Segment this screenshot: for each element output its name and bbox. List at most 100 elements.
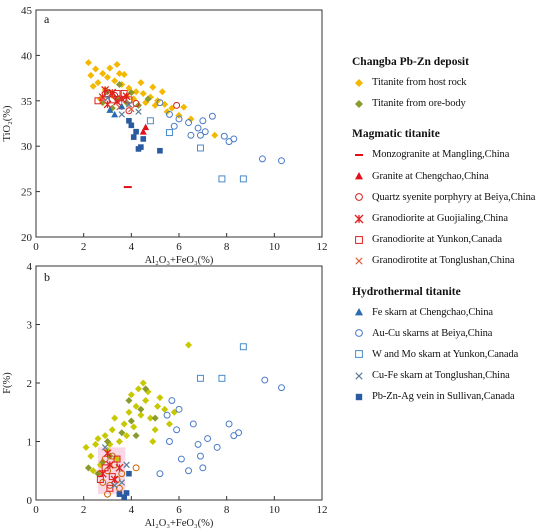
data-point <box>158 88 166 96</box>
legend-marker <box>355 329 363 338</box>
data-series <box>139 123 150 135</box>
data-point <box>170 122 178 130</box>
data-point <box>204 435 212 443</box>
legend-item: Granodirotite at Tonglushan,China <box>352 250 548 271</box>
legend-label: Granodirotite at Tonglushan,China <box>372 255 515 267</box>
data-point <box>113 60 121 68</box>
legend-item: Granite at Chengchao,China <box>352 166 548 187</box>
data-point <box>87 71 95 79</box>
legend-item: W and Mo skarn at Yunkon,Canada <box>352 344 548 365</box>
data-point <box>89 467 97 475</box>
data-point <box>258 155 266 163</box>
data-point <box>111 77 119 85</box>
data-point <box>149 438 157 445</box>
data-point <box>132 432 140 440</box>
data-point <box>132 100 140 107</box>
y-tick-label: 4 <box>27 261 33 273</box>
data-point <box>111 414 119 422</box>
data-series <box>116 470 132 500</box>
data-point <box>125 101 133 108</box>
legend-symbol <box>355 153 363 156</box>
legend-symbol <box>355 393 363 401</box>
x-tick-label: 0 <box>33 504 39 516</box>
data-point <box>104 94 111 102</box>
data-point <box>225 420 233 428</box>
legend-marker <box>355 308 363 316</box>
data-series <box>82 341 193 475</box>
data-point <box>194 124 202 132</box>
data-point <box>118 102 126 110</box>
data-point <box>84 59 92 67</box>
data-point <box>211 131 219 139</box>
data-point <box>138 144 144 150</box>
data-point <box>189 420 197 428</box>
data-point <box>185 467 193 475</box>
data-point <box>135 108 142 115</box>
x-tick-label: 8 <box>224 241 230 253</box>
y-tick-label: 40 <box>21 50 33 62</box>
data-point <box>156 99 164 107</box>
data-point <box>120 70 128 78</box>
panel-label: a <box>44 12 50 26</box>
data-point <box>128 122 135 129</box>
data-point <box>154 402 162 410</box>
data-point <box>133 128 139 135</box>
y-tick-label: 30 <box>21 141 33 153</box>
data-series <box>96 455 121 492</box>
data-point <box>175 115 183 123</box>
data-point <box>92 65 100 73</box>
data-point <box>137 405 145 413</box>
legend-symbol <box>355 172 363 180</box>
data-point <box>151 426 159 434</box>
data-point <box>278 157 285 165</box>
data-point <box>196 131 204 139</box>
data-point <box>137 411 145 419</box>
y-tick-label: 25 <box>21 187 33 199</box>
data-point <box>225 138 233 146</box>
legend: Changba Pb-Zn deposit Titanite from host … <box>352 52 548 407</box>
data-point <box>123 432 131 440</box>
data-point <box>127 417 135 425</box>
data-point <box>101 85 110 94</box>
data-point <box>149 83 157 91</box>
data-point <box>132 88 140 96</box>
data-point <box>125 408 133 416</box>
legend-label: Cu-Fe skarn at Tonglushan,China <box>372 370 510 382</box>
data-point <box>218 374 226 382</box>
data-point <box>120 90 128 98</box>
y-axis-label: F(%) <box>2 372 13 394</box>
legend-symbol <box>354 214 364 223</box>
legend-symbol <box>355 193 363 202</box>
data-point <box>105 460 114 469</box>
legend-marker <box>355 350 363 359</box>
data-point <box>108 426 116 434</box>
data-point <box>115 80 123 88</box>
data-point <box>137 79 145 87</box>
legend-marker <box>354 214 364 223</box>
legend-item: Granodiorite at Guojialing,China <box>352 208 548 229</box>
data-point <box>130 423 138 431</box>
data-point <box>125 96 133 104</box>
legend-marker <box>355 99 363 108</box>
x-tick-label: 12 <box>317 241 328 253</box>
data-point <box>118 429 126 437</box>
data-point <box>126 117 132 124</box>
legend-label: Fe skarn at Chengchao,China <box>372 306 493 318</box>
legend-label: Quartz syenite porphyry at Beiya,China <box>372 191 536 203</box>
data-point <box>239 175 247 183</box>
data-point <box>134 385 142 393</box>
data-point <box>99 458 107 466</box>
legend-item: Monzogranite at Mangling,China <box>352 144 548 165</box>
legend-label: Titanite from host rock <box>372 77 467 89</box>
plot-frame <box>35 265 323 501</box>
legend-symbol <box>355 308 363 316</box>
x-tick-label: 12 <box>317 504 328 516</box>
data-point <box>111 482 118 489</box>
legend-label: Granodiorite at Yunkon,Canada <box>372 234 502 246</box>
data-point <box>199 117 207 125</box>
legend-item: Au-Cu skarns at Beiya,China <box>352 323 548 344</box>
data-series <box>126 117 163 154</box>
legend-label: Monzogranite at Mangling,China <box>372 149 510 161</box>
legend-item: Pb-Zn-Ag vein in Sullivan,Canada <box>352 386 548 407</box>
